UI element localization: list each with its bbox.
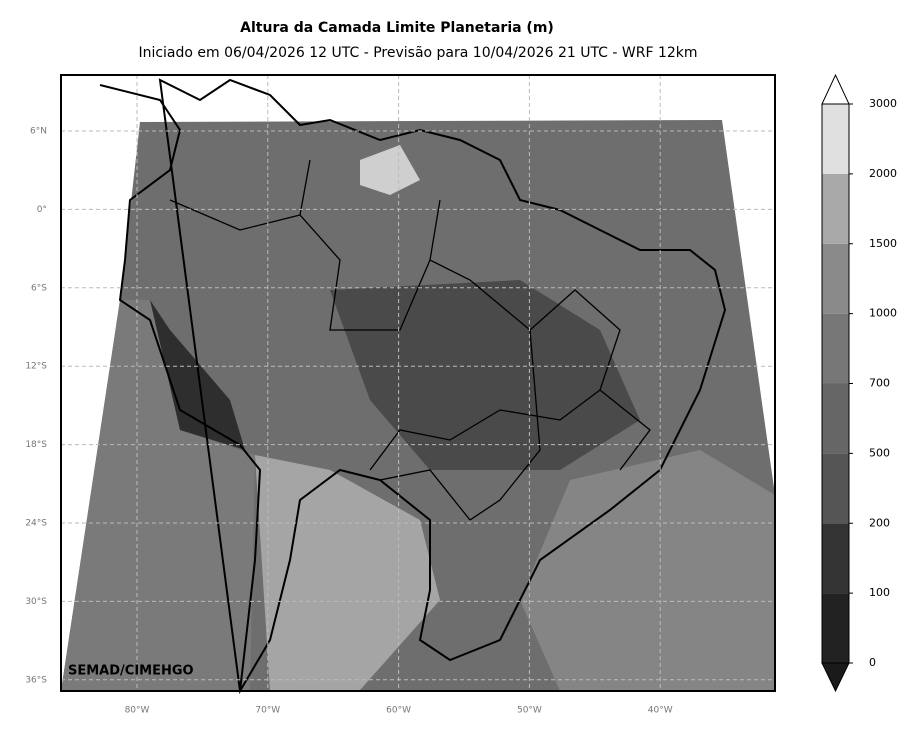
- colorbar-segment: [822, 523, 849, 594]
- colorbar-tick-label: 1500: [869, 237, 897, 250]
- field-interior: [330, 280, 640, 470]
- colorbar-segment: [822, 104, 849, 174]
- credit: SEMAD/CIMEHGO: [68, 664, 194, 679]
- field-ocean-pacific: [61, 300, 255, 691]
- lat-label: 36°S: [25, 675, 47, 685]
- field-guiana: [360, 145, 420, 195]
- field-coast-dark: [150, 300, 245, 450]
- lat-label: 30°S: [25, 597, 47, 607]
- colorbar-segment: [822, 383, 849, 454]
- colorbar-tick-label: 700: [869, 377, 890, 390]
- colorbar-segment: [822, 243, 849, 314]
- lon-label: 80°W: [125, 706, 150, 716]
- colorbar-segment: [822, 313, 849, 384]
- subtitle: Iniciado em 06/04/2026 12 UTC - Previsão…: [138, 45, 697, 61]
- field-chaco: [255, 455, 440, 691]
- colorbar-segment: [822, 593, 849, 663]
- colorbar-segment: [822, 453, 849, 524]
- colorbar-extend-under: [821, 662, 850, 693]
- lat-label: 18°S: [25, 440, 47, 450]
- colorbar-segment: [822, 173, 849, 244]
- lat-label: 6°S: [31, 283, 47, 293]
- colorbar-tick-label: 1000: [869, 307, 897, 320]
- colorbar-tick-label: 3000: [869, 97, 897, 110]
- lat-label: 12°S: [25, 362, 47, 372]
- lon-label: 50°W: [517, 706, 542, 716]
- coastline: [99, 78, 727, 695]
- colorbar-tick-label: 100: [869, 586, 890, 599]
- title: Altura da Camada Limite Planetaria (m): [240, 20, 554, 36]
- colorbar-tick-label: 0: [869, 656, 876, 669]
- lat-label: 0°: [37, 205, 47, 215]
- lon-label: 60°W: [386, 706, 411, 716]
- map-frame: [60, 74, 776, 692]
- lat-label: 6°N: [30, 127, 47, 137]
- lon-label: 40°W: [648, 706, 673, 716]
- borders: [169, 159, 651, 521]
- colorbar-tick-label: 2000: [869, 167, 897, 180]
- colorbar-tick-label: 200: [869, 516, 890, 529]
- map: SEMAD/CIMEHGO: [60, 74, 776, 695]
- lat-label: 24°S: [25, 519, 47, 529]
- field-atlantic: [520, 450, 775, 691]
- lon-label: 70°W: [255, 706, 280, 716]
- colorbar-extend-over: [821, 73, 850, 105]
- colorbar: 0 100 200 500 700 1000 1500 2000 3000: [821, 73, 897, 693]
- colorbar-tick-label: 500: [869, 446, 890, 459]
